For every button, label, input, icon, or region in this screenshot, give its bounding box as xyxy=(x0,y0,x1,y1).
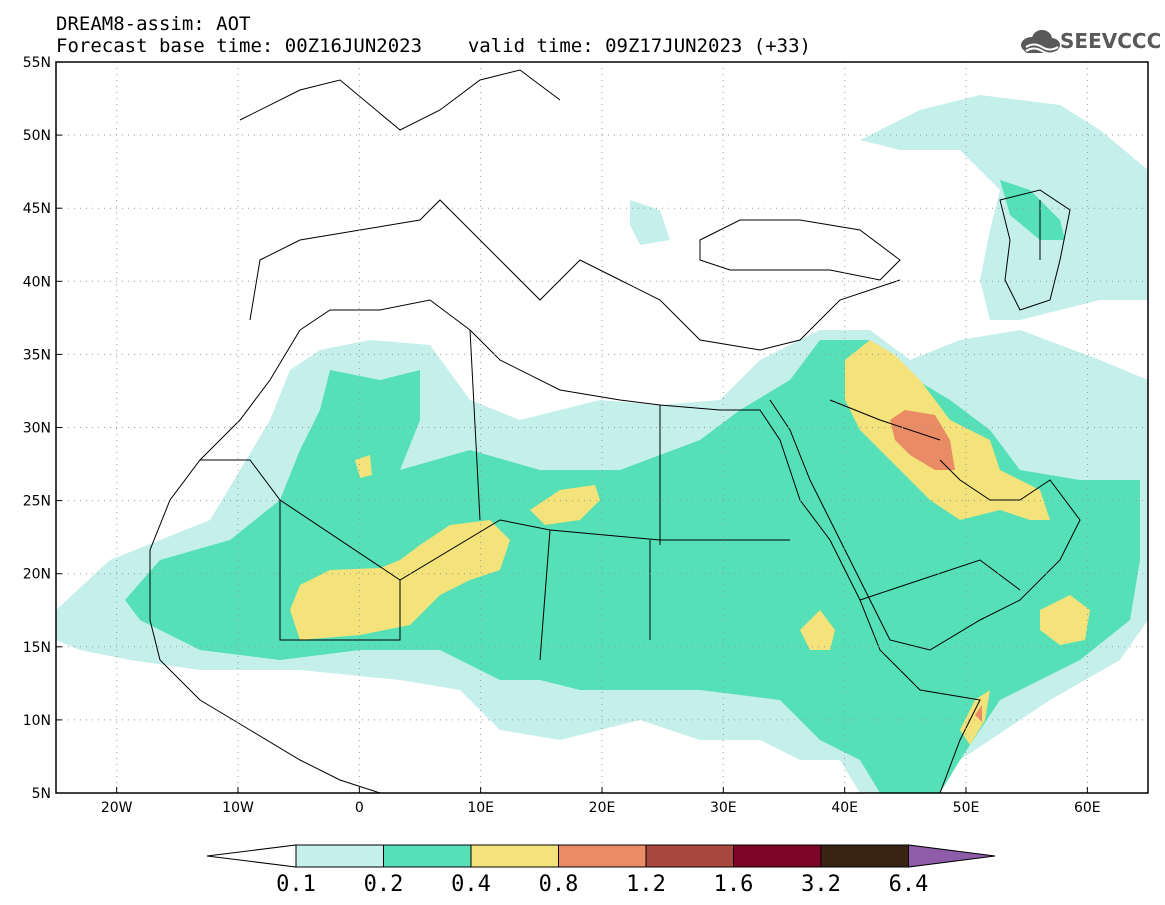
axis-ticks: 20W 10W 0 10E 20E 30E 40E 50E 60E 55N 50N 45N 40N 35N… xyxy=(23,55,1101,816)
aot-band-0.4-somalia xyxy=(960,690,990,745)
map-title: DREAM8-assim: AOT xyxy=(56,13,251,35)
colorbar-segment xyxy=(733,844,822,868)
colorbar-label: 0.4 xyxy=(451,872,491,897)
colorbar-segment xyxy=(383,844,472,868)
lon-tick-label: 20E xyxy=(589,800,616,816)
caspian-coast xyxy=(999,189,1071,311)
colorbar-segment xyxy=(470,844,559,868)
forecast-times: Forecast base time: 00Z16JUN2023 valid t… xyxy=(56,35,811,57)
coastlines xyxy=(149,69,1081,793)
black-sea-coast xyxy=(699,219,901,281)
aot-band-0.4-arabia xyxy=(845,340,1050,520)
lat-tick-label: 20N xyxy=(23,567,51,583)
colorbar-label: 0.8 xyxy=(539,872,579,897)
colorbar-segment xyxy=(295,844,384,868)
lat-tick-label: 55N xyxy=(23,55,51,71)
forecast-base-time: Forecast base time: 00Z16JUN2023 xyxy=(56,35,423,57)
valid-time: valid time: 09Z17JUN2023 (+33) xyxy=(467,35,811,57)
lon-tick-label: 10E xyxy=(467,800,494,816)
aot-band-0.8-somalia xyxy=(975,705,982,722)
cloud-icon xyxy=(1021,30,1060,55)
europe-coast xyxy=(249,199,901,351)
aot-band-0.4-libya xyxy=(530,485,600,525)
lat-tick-label: 45N xyxy=(23,201,51,217)
lon-tick-label: 40E xyxy=(831,800,858,816)
lon-tick-label: 60E xyxy=(1074,800,1101,816)
colorbar-lower-extension xyxy=(206,844,297,868)
colorbar-upper-extension xyxy=(908,844,996,868)
colorbar-label: 1.6 xyxy=(714,872,754,897)
lon-tick-label: 0 xyxy=(355,800,364,816)
lon-tick-label: 30E xyxy=(710,800,737,816)
lat-tick-label: 30N xyxy=(23,421,51,437)
lat-tick-label: 15N xyxy=(23,640,51,656)
colorbar: 0.1 0.2 0.4 0.8 1.2 1.6 3.2 6.4 xyxy=(206,844,996,897)
colorbar-label: 0.2 xyxy=(364,872,404,897)
aot-band-0.1-north xyxy=(860,95,1148,320)
africa-coast xyxy=(299,299,981,793)
africa-west-coast xyxy=(149,329,381,793)
north-europe-coast xyxy=(239,69,561,131)
border-lines xyxy=(200,200,1041,661)
aot-band-0.1-balkans xyxy=(630,200,670,245)
lat-tick-label: 5N xyxy=(32,786,51,802)
colorbar-segment xyxy=(558,844,647,868)
aot-contours xyxy=(56,95,1148,793)
lat-tick-label: 10N xyxy=(23,713,51,729)
graticule xyxy=(56,62,1148,793)
colorbar-label: 6.4 xyxy=(889,872,929,897)
aot-band-0.8-iraq xyxy=(890,410,955,470)
colorbar-segment xyxy=(820,844,909,868)
lon-tick-label: 50E xyxy=(953,800,980,816)
aot-band-0.4-algeria xyxy=(355,455,372,478)
aot-band-0.4-oman xyxy=(1040,595,1090,645)
aot-band-0.2-caspian xyxy=(1000,180,1065,240)
lat-tick-label: 25N xyxy=(23,494,51,510)
colorbar-label: 1.2 xyxy=(626,872,666,897)
logo-text: SEEVCCC xyxy=(1060,29,1162,53)
colorbar-label: 3.2 xyxy=(801,872,841,897)
lon-tick-label: 10W xyxy=(222,800,254,816)
seevccc-logo xyxy=(1021,30,1060,55)
lat-tick-label: 40N xyxy=(23,274,51,290)
colorbar-label: 0.1 xyxy=(276,872,316,897)
lat-tick-label: 50N xyxy=(23,128,51,144)
arabia-coast xyxy=(769,399,1081,651)
lon-tick-label: 20W xyxy=(101,800,133,816)
colorbar-segment xyxy=(645,844,734,868)
aot-band-0.4-ethiopia xyxy=(800,610,835,650)
lat-tick-label: 35N xyxy=(23,347,51,363)
